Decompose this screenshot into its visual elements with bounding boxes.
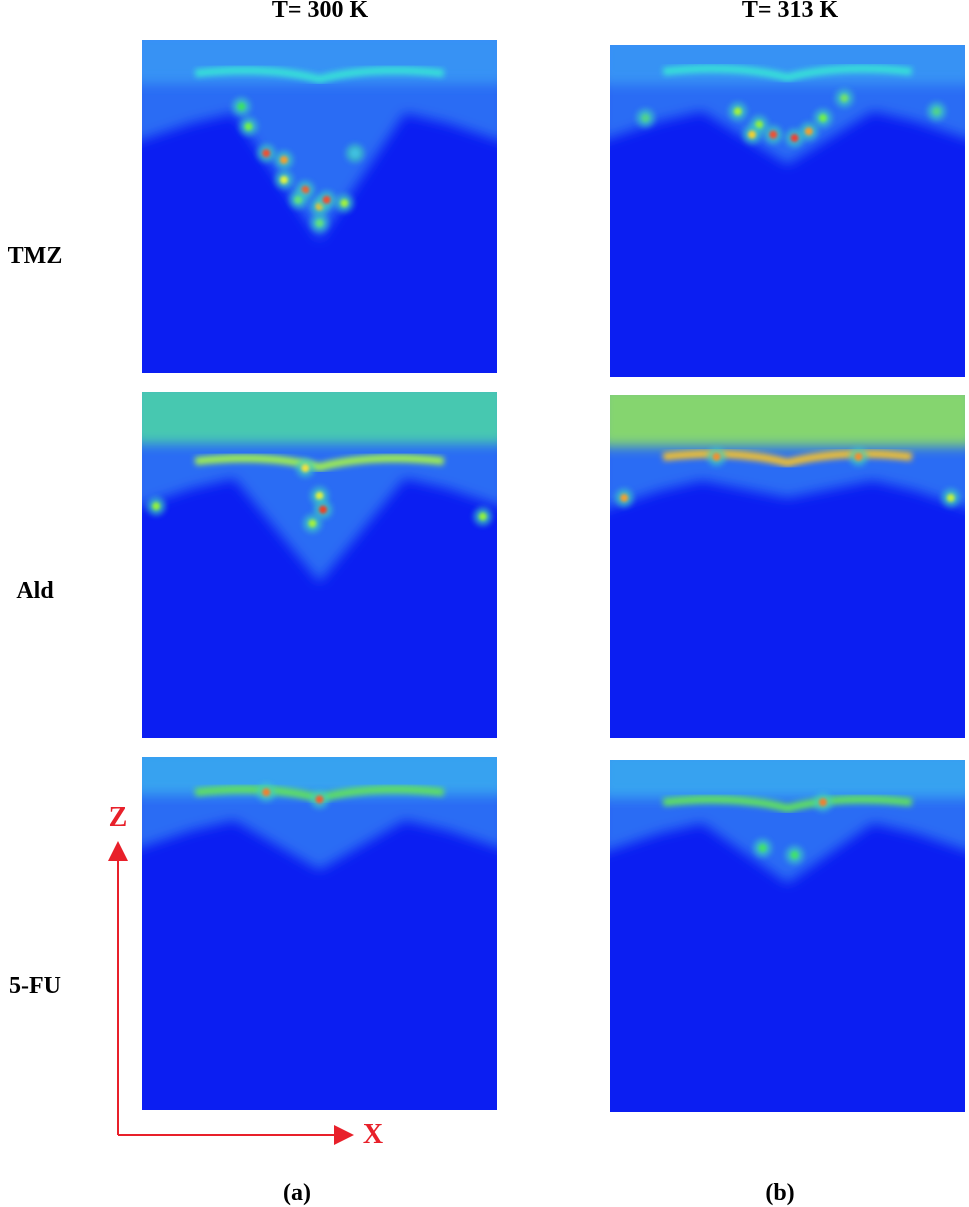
hotspot <box>769 130 778 139</box>
axis-label: Z <box>109 802 128 833</box>
halo <box>142 40 497 240</box>
hotspot <box>315 795 324 804</box>
hotspot <box>294 195 303 204</box>
hotspot <box>319 505 328 514</box>
hotspot <box>840 94 849 103</box>
surface <box>142 757 497 796</box>
density-map <box>610 45 965 377</box>
column-header: T= 313 K <box>742 0 839 23</box>
hotspot <box>315 491 324 500</box>
band <box>194 454 445 472</box>
density-layer <box>610 760 965 1112</box>
hotspot <box>620 493 629 502</box>
hotspot <box>946 493 955 502</box>
hotspot <box>351 149 359 158</box>
hotspot <box>280 155 288 164</box>
panels <box>142 40 965 1112</box>
row-label: Ald <box>16 578 54 604</box>
hotspot <box>308 519 317 528</box>
hotspot <box>755 120 764 129</box>
row-label: 5-FU <box>9 973 61 999</box>
hotspot <box>819 114 827 123</box>
hotspot <box>244 122 253 131</box>
hotspot <box>315 219 324 228</box>
hotspot <box>790 851 799 860</box>
hotspot <box>322 195 331 204</box>
band <box>662 64 913 82</box>
hotspot <box>748 130 756 139</box>
hotspot <box>712 452 721 461</box>
hotspot <box>262 788 271 797</box>
density-map <box>142 757 497 1110</box>
density-map <box>610 760 965 1112</box>
density-layer <box>610 395 965 738</box>
hotspot <box>301 185 310 194</box>
hotspot <box>262 149 271 158</box>
density-layer <box>142 40 497 373</box>
column-header: T= 300 K <box>272 0 369 23</box>
surface <box>610 395 965 447</box>
density-layer <box>142 757 497 1110</box>
density-map <box>610 395 965 738</box>
hotspot <box>819 798 827 807</box>
hotspot <box>932 107 941 116</box>
density-layer <box>142 392 497 738</box>
panel-label: (b) <box>765 1180 794 1206</box>
hotspot <box>340 199 349 208</box>
hotspot <box>478 512 487 521</box>
surface <box>142 392 497 444</box>
band <box>662 449 913 467</box>
panel-label: (a) <box>283 1180 311 1206</box>
surface <box>610 760 965 799</box>
band <box>662 795 913 813</box>
hotspot <box>641 114 650 123</box>
density-layer <box>610 45 965 377</box>
hotspot <box>804 127 813 136</box>
density-map <box>142 392 497 738</box>
hotspot <box>854 452 863 461</box>
hotspot <box>237 102 246 111</box>
axis-label: X <box>363 1119 383 1150</box>
hotspot <box>301 464 310 473</box>
row-label: TMZ <box>8 243 63 269</box>
hotspot <box>790 133 799 142</box>
hotspot <box>152 502 161 511</box>
hotspot <box>758 844 767 852</box>
band <box>194 66 445 84</box>
density-map <box>142 40 497 373</box>
hotspot <box>280 175 288 184</box>
hotspot <box>733 107 742 116</box>
